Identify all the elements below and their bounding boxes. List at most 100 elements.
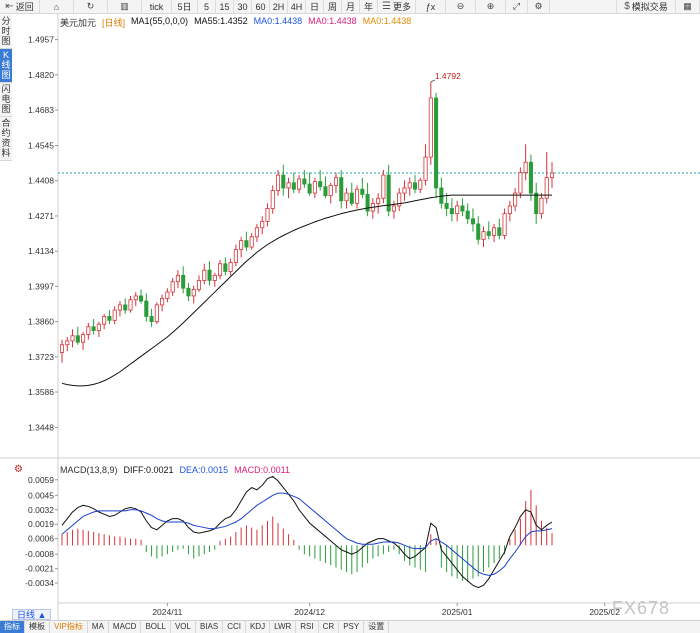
price-tick-label: 1.3723 — [28, 352, 54, 362]
tab-kdj[interactable]: KDJ — [246, 621, 271, 633]
macd-tick-label: -0.0008 — [25, 549, 54, 559]
more-label: 更多 — [392, 2, 411, 12]
candle-body — [254, 227, 259, 238]
settings-button[interactable]: ⚙ — [528, 0, 550, 14]
candle-body — [391, 205, 396, 212]
candle-body — [165, 291, 170, 299]
tab-flash[interactable]: 闪电图 — [0, 83, 12, 117]
more-button[interactable]: ☰ 更多 — [378, 0, 416, 14]
macd-tick-label: 0.0006 — [28, 534, 54, 544]
candle-body — [360, 188, 365, 195]
candle-body — [333, 177, 339, 186]
period-15[interactable]: 15 — [216, 0, 234, 14]
period-dropdown[interactable]: 日线 ▲ — [12, 608, 52, 620]
period-4h[interactable]: 4H — [288, 0, 306, 14]
tab-ma[interactable]: MA — [88, 621, 109, 633]
candle-body — [518, 172, 523, 194]
candle-body — [428, 97, 433, 158]
tab-contract-info[interactable]: 合约资料 — [0, 117, 12, 161]
formula-button[interactable]: ƒx — [416, 0, 446, 14]
tab-timeshare[interactable]: 分时图 — [0, 15, 12, 49]
macd-macd-value: MACD:0.0011 — [234, 465, 290, 475]
price-tick-label: 1.4957 — [28, 35, 54, 45]
candle-body — [123, 304, 128, 311]
period-month[interactable]: 月 — [342, 0, 360, 14]
maximize-button[interactable]: ⤢ — [506, 0, 528, 14]
back-label: 返回 — [15, 2, 34, 12]
candle-body — [191, 289, 196, 297]
refresh-button[interactable]: ↻ — [74, 0, 108, 14]
period-60[interactable]: 60 — [252, 0, 270, 14]
zoom-out-button[interactable]: ⊖ — [446, 0, 476, 14]
tab-vol[interactable]: VOL — [171, 621, 196, 633]
candle-body — [481, 231, 486, 240]
price-tick-label: 1.3586 — [28, 387, 54, 397]
candle-body — [534, 192, 539, 215]
candle-body — [476, 223, 481, 240]
menu-icon: ☰ — [382, 1, 391, 12]
candle-body — [328, 184, 333, 197]
tab-macd[interactable]: MACD — [109, 621, 142, 633]
price-tick-label: 1.4683 — [28, 105, 54, 115]
candle-body — [502, 213, 507, 236]
candle-body — [81, 334, 86, 343]
expand-icon: ⤢ — [512, 1, 521, 11]
price-tick-label: 1.3860 — [28, 317, 54, 327]
candle-body — [212, 274, 217, 281]
ma55-line — [61, 194, 552, 387]
candle-body — [265, 208, 270, 222]
candle-body — [365, 193, 370, 212]
tab-cci[interactable]: CCI — [223, 621, 246, 633]
indicator-chart-button[interactable]: ▥ — [108, 0, 142, 14]
period-30[interactable]: 30 — [234, 0, 252, 14]
tab-indicators[interactable]: 指标 — [0, 621, 25, 633]
candle-body — [249, 236, 254, 248]
tab-psy[interactable]: PSY — [339, 621, 365, 633]
tab-settings[interactable]: 设置 — [364, 621, 390, 633]
macd-settings-icon[interactable]: ⚙ — [14, 464, 23, 475]
price-tick-label: 1.4408 — [28, 176, 54, 186]
date-tick-label: 2024/12 — [294, 607, 325, 617]
zoom-in-button[interactable]: ⊕ — [476, 0, 506, 14]
tick-button[interactable]: tick — [142, 0, 172, 14]
candle-body — [339, 177, 344, 202]
period-year[interactable]: 年 — [360, 0, 378, 14]
tab-kline[interactable]: K线图 — [0, 49, 12, 83]
candle-body — [312, 181, 317, 194]
period-2h[interactable]: 2H — [270, 0, 288, 14]
tab-lwr[interactable]: LWR — [270, 621, 297, 633]
tab-rsi[interactable]: RSI — [296, 621, 319, 633]
candle-body — [460, 205, 465, 212]
tab-bias[interactable]: BIAS — [196, 621, 224, 633]
period-week[interactable]: 周 — [324, 0, 342, 14]
candle-body — [107, 316, 112, 321]
dollar-icon: $ — [624, 1, 630, 12]
period-day[interactable]: 日 — [306, 0, 324, 14]
indicator-tabs-bar: 指标 模板 VIP指标 MA MACD BOLL VOL BIAS CCI KD… — [0, 620, 700, 633]
sim-trade-label: 模拟交易 — [631, 2, 668, 12]
candle-body — [307, 183, 312, 194]
back-button[interactable]: ⇤ 返回 — [0, 0, 40, 14]
candle-body — [434, 97, 439, 189]
bar-chart-icon: ▥ — [120, 1, 129, 11]
candle-body — [70, 335, 75, 342]
tab-vip-indicators[interactable]: VIP指标 — [50, 621, 88, 633]
macd-dea-value: DEA:0.0015 — [179, 465, 229, 475]
high-marker-line — [430, 79, 435, 83]
home-button[interactable]: ⌂ — [40, 0, 74, 14]
candle-body — [202, 269, 207, 281]
sim-trade-button[interactable]: $ 模拟交易 — [616, 0, 676, 14]
period-tag: [日线] — [102, 18, 126, 28]
candle-body — [286, 182, 291, 189]
candle-body — [138, 295, 144, 302]
candle-body — [186, 287, 191, 297]
period-5[interactable]: 5 — [198, 0, 216, 14]
tab-boll[interactable]: BOLL — [141, 621, 171, 633]
tab-templates[interactable]: 模板 — [25, 621, 50, 633]
period-5day[interactable]: 5日 — [172, 0, 198, 14]
candle-body — [270, 190, 275, 209]
candle-body — [381, 174, 386, 199]
candle-body — [59, 344, 65, 353]
tab-cr[interactable]: CR — [319, 621, 340, 633]
